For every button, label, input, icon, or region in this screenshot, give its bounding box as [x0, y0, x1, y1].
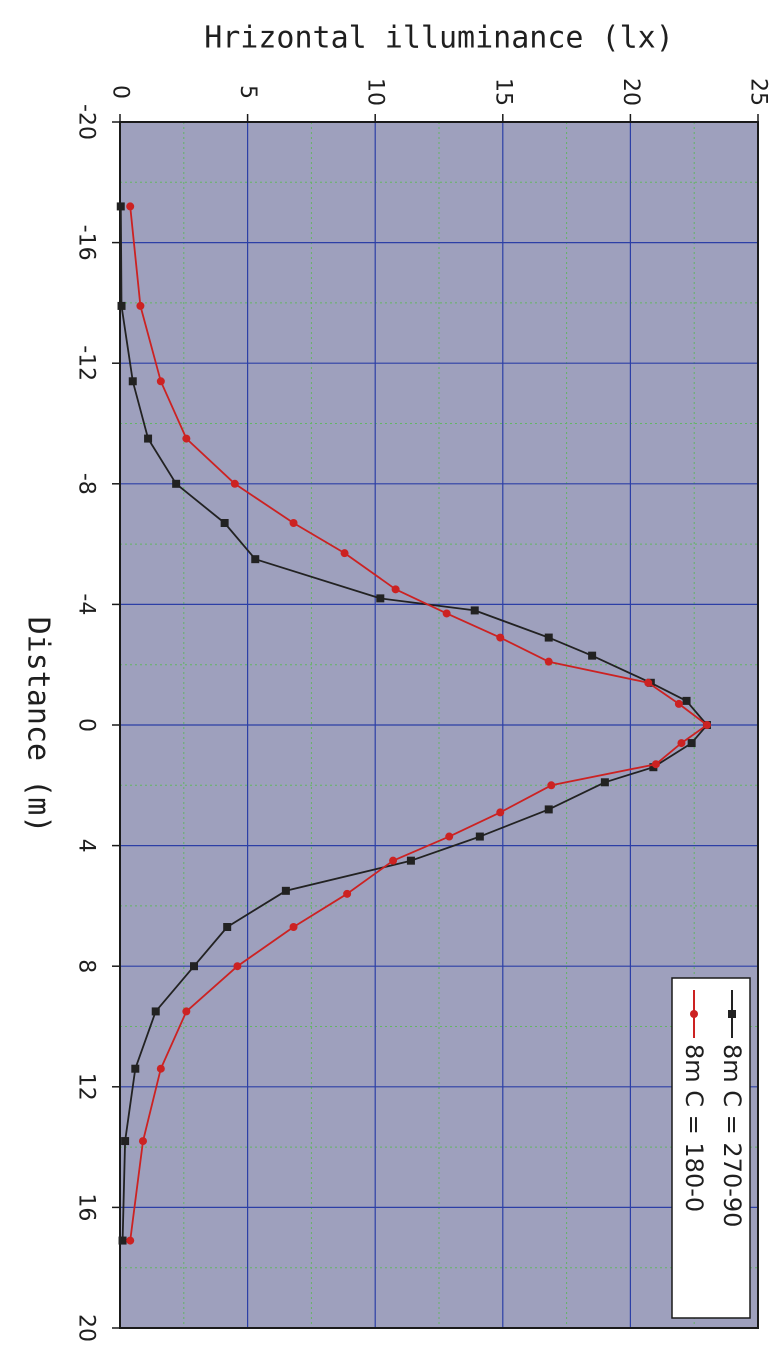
data-point-series-2	[391, 585, 400, 594]
data-point-series-1	[544, 805, 553, 814]
data-point-series-2	[289, 518, 298, 527]
data-point-series-2	[651, 760, 660, 769]
data-point-series-1	[121, 1137, 130, 1146]
value-tick-label: 10	[363, 78, 388, 106]
data-point-series-2	[182, 1007, 191, 1016]
distance-tick-label: 4	[74, 839, 99, 853]
distance-tick-label: -20	[74, 104, 99, 140]
value-tick-label: 0	[108, 85, 133, 99]
data-point-series-2	[138, 1137, 147, 1146]
data-point-series-1	[117, 301, 126, 310]
data-point-series-2	[496, 633, 505, 642]
distance-tick-label: 16	[74, 1193, 99, 1221]
data-point-series-2	[233, 962, 242, 971]
data-point-series-1	[172, 479, 181, 488]
data-point-series-1	[588, 651, 597, 660]
legend-box	[671, 977, 751, 1319]
data-point-series-1	[600, 778, 609, 787]
data-point-series-2	[677, 739, 686, 748]
data-point-series-2	[547, 781, 556, 790]
data-point-series-2	[136, 301, 145, 310]
distance-tick-label: -12	[74, 345, 99, 381]
distance-tick-label: -16	[74, 225, 99, 261]
data-point-series-2	[442, 609, 451, 618]
data-point-series-1	[376, 594, 385, 603]
data-point-series-2	[674, 699, 683, 708]
data-point-series-1	[682, 696, 691, 705]
data-point-series-2	[644, 678, 653, 687]
data-point-series-2	[156, 1064, 165, 1073]
data-point-series-2	[182, 434, 191, 443]
value-tick-label: 5	[235, 85, 260, 99]
data-point-series-2	[702, 721, 711, 729]
data-point-series-2	[126, 1236, 135, 1245]
legend-label-2: 8m C = 180-0	[680, 1044, 708, 1212]
value-tick-label: 20	[618, 78, 643, 106]
data-point-series-2	[289, 923, 298, 932]
data-point-series-1	[475, 832, 484, 841]
distance-tick-label: -8	[74, 473, 99, 495]
data-point-series-2	[343, 889, 352, 898]
distance-tick-label: 12	[74, 1073, 99, 1101]
legend-label-1: 8m C = 270-90	[718, 1044, 746, 1227]
data-point-series-1	[116, 202, 125, 211]
data-point-series-1	[131, 1064, 140, 1073]
data-point-series-1	[470, 606, 479, 615]
data-point-series-2	[230, 479, 239, 488]
data-point-series-1	[406, 856, 415, 865]
data-point-series-1	[251, 555, 260, 564]
data-point-series-2	[156, 377, 165, 386]
data-point-series-1	[144, 434, 153, 443]
data-point-series-1	[281, 886, 290, 895]
data-point-series-2	[389, 856, 398, 865]
data-point-series-1	[544, 633, 553, 642]
value-axis-title: Hrizontal illuminance (lx)	[204, 21, 674, 56]
distance-tick-label: -4	[74, 593, 99, 615]
data-point-series-1	[151, 1007, 160, 1016]
data-point-series-1	[118, 1236, 127, 1245]
data-point-series-1	[220, 518, 229, 527]
distance-axis-title: Distance (m)	[21, 617, 56, 834]
data-point-series-2	[340, 549, 349, 558]
distance-tick-label: 20	[74, 1314, 99, 1342]
data-point-series-2	[445, 832, 454, 841]
value-tick-label: 15	[490, 78, 515, 106]
distance-tick-label: 8	[74, 959, 99, 973]
data-point-series-1	[223, 923, 232, 932]
legend-swatch-marker-2	[690, 1010, 698, 1018]
data-point-series-2	[496, 808, 505, 817]
data-point-series-1	[190, 962, 199, 971]
data-point-series-2	[126, 202, 135, 211]
value-tick-label: 25	[746, 78, 771, 106]
data-point-series-1	[128, 377, 137, 386]
data-point-series-1	[687, 739, 696, 748]
legend-swatch-marker-1	[728, 1010, 736, 1018]
distance-tick-label: 0	[74, 718, 99, 732]
data-point-series-2	[544, 657, 553, 666]
